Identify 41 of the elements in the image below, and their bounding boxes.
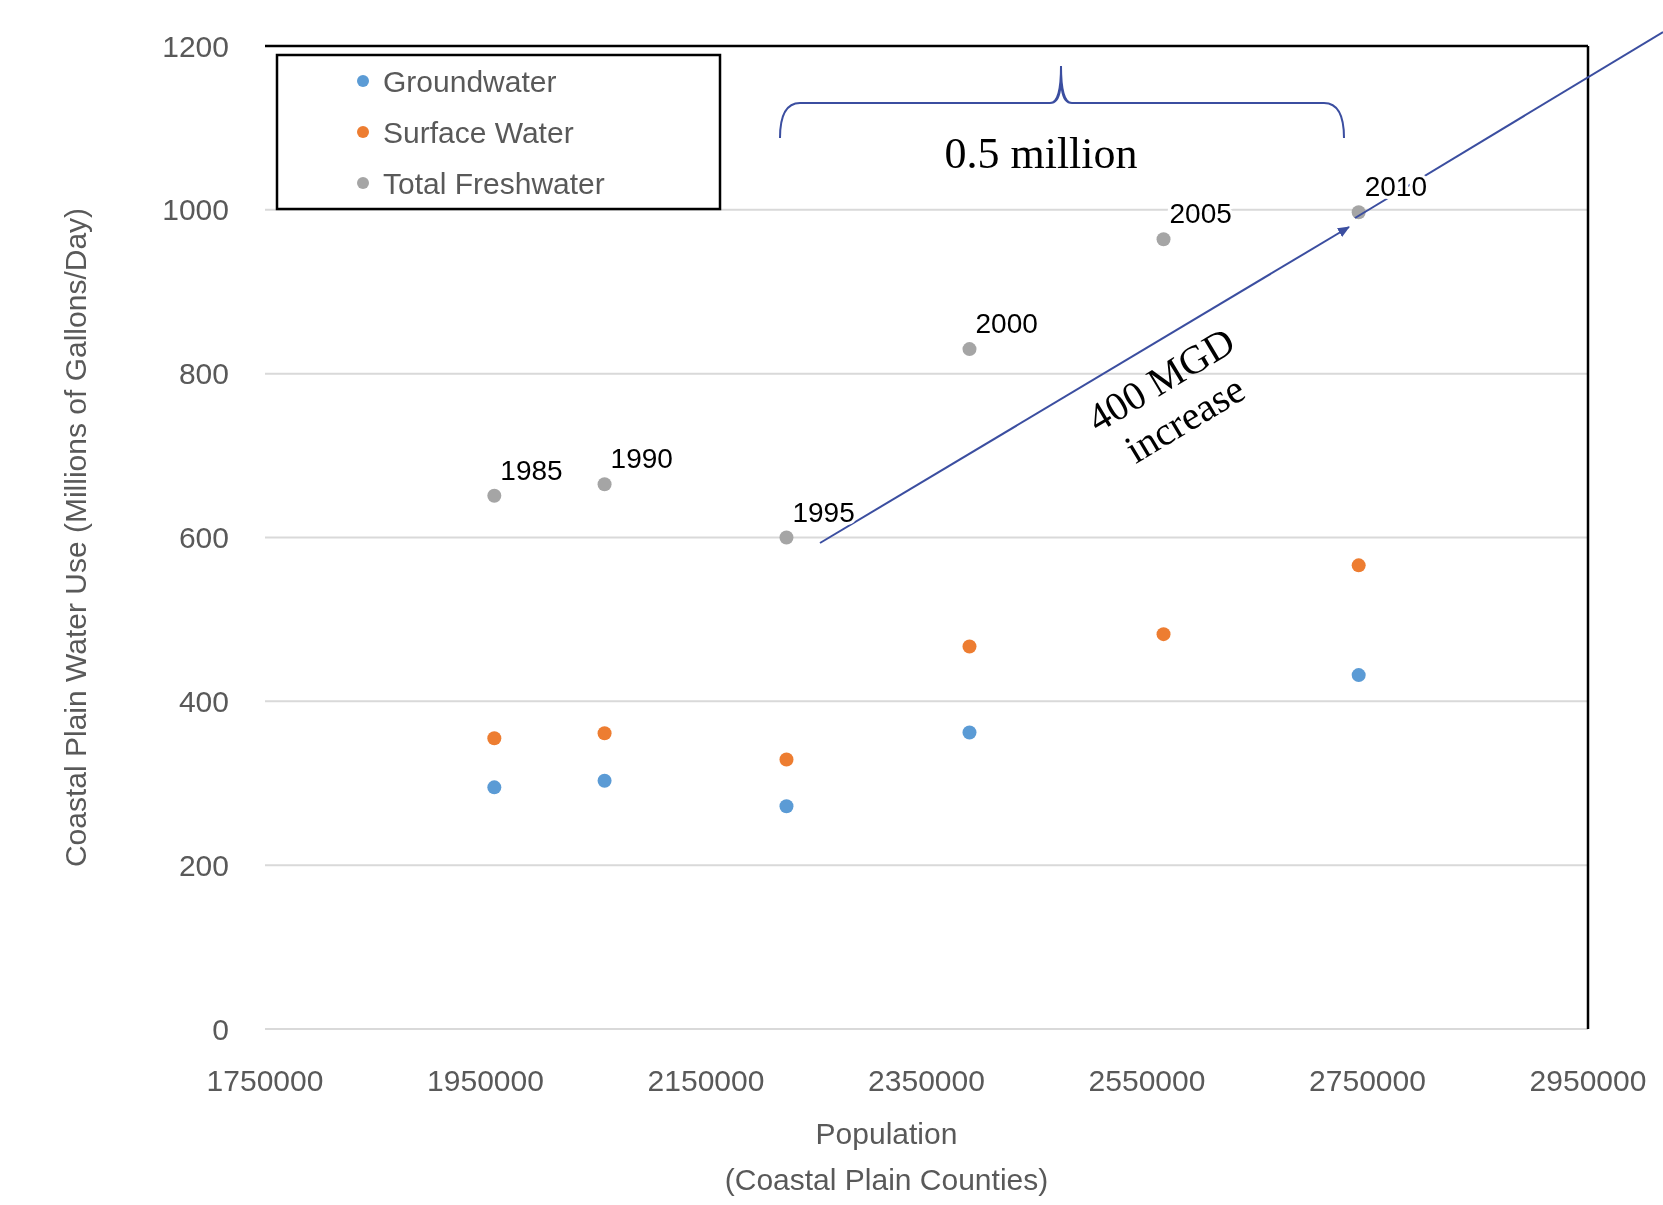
y-tick-label: 0 [212, 1012, 229, 1046]
point [779, 799, 794, 814]
point [597, 477, 612, 492]
x-tick-label: 2550000 [1088, 1064, 1206, 1097]
point [962, 639, 977, 654]
x-tick-label: 2350000 [868, 1064, 985, 1097]
point [779, 530, 794, 545]
annotation: 0.5 million [944, 129, 1138, 178]
annotation: 2000 [975, 308, 1038, 340]
x-tick-label: 1950000 [427, 1064, 544, 1097]
point [1156, 232, 1171, 247]
point [487, 780, 502, 795]
x-tick-label: 2750000 [1309, 1064, 1426, 1097]
annotation: 1995 [792, 496, 855, 528]
x-tick-label: 2950000 [1529, 1064, 1647, 1097]
y-tick-label: 1000 [162, 193, 229, 227]
y-tick-label: 1200 [162, 29, 229, 63]
annotation: 2005 [1169, 198, 1232, 230]
point [487, 731, 502, 746]
x-tick-label: 2150000 [647, 1064, 765, 1097]
y-tick-label: 200 [178, 848, 229, 882]
annotation: 1990 [610, 443, 673, 475]
point [962, 342, 977, 357]
point [1156, 627, 1171, 642]
point [1351, 668, 1366, 683]
y-tick-label: 800 [178, 357, 229, 391]
point [779, 752, 794, 767]
point [962, 725, 977, 740]
y-tick-label: 600 [178, 521, 229, 554]
point [597, 773, 612, 788]
y-tick-label: 400 [178, 684, 229, 718]
x-tick-label: 1750000 [206, 1064, 324, 1097]
point [597, 726, 612, 741]
point [487, 488, 502, 503]
legend-label: Groundwater [383, 64, 557, 98]
x-axis-title: Population (Coastal Plain Counties) [724, 1117, 1049, 1196]
legend-label: Total Freshwater [383, 166, 605, 200]
annotation: 1985 [500, 454, 563, 486]
y-axis-title: Coastal Plain Water Use (Millions of Gallons/Day) [59, 207, 92, 868]
point [1351, 558, 1366, 573]
legend-label: Surface Water [383, 115, 574, 149]
